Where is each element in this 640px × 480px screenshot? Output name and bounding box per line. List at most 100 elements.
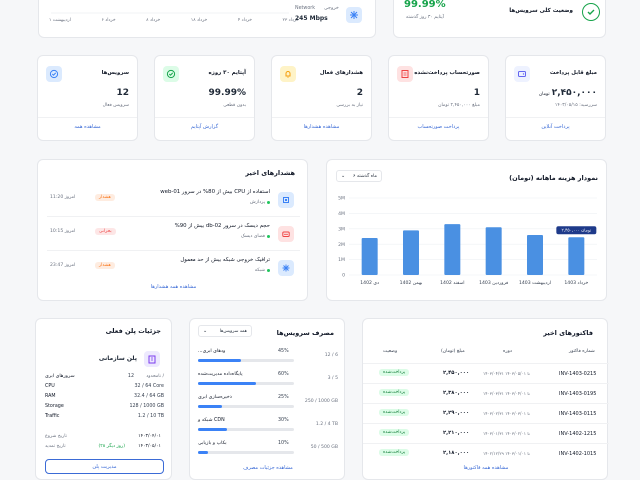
divider xyxy=(47,216,300,217)
stat-link[interactable]: پرداخت آنلاین xyxy=(541,124,570,130)
plan-spec-value: 1.2 / 10 TB xyxy=(137,414,164,419)
alert-item[interactable]: حجم دیسک در سرور db-02 بیش از 90% فضای دی… xyxy=(47,220,300,248)
expense-chart-card: نمودار هزینه ماهانه (تومان) ⌄ ۶ ماه گذشت… xyxy=(326,159,607,301)
expense-bar[interactable] xyxy=(527,234,543,275)
expense-bar[interactable] xyxy=(568,237,585,275)
stat-link[interactable]: مشاهده همه xyxy=(74,124,101,130)
invoice-row[interactable]: INV-1402-1215 ۱۴۰۳/۰۱/۳۱ تا ۱۴۰۳/۰۲/۰۱ ۲,۲… xyxy=(363,423,609,441)
grid-icon xyxy=(46,66,62,82)
usage-filter-label: همه سرویس‌ها xyxy=(219,328,247,334)
usage-progress-track xyxy=(198,428,294,431)
view-usage-details-link[interactable]: مشاهده جزئیات مصرف xyxy=(243,465,293,471)
view-all-invoices-link[interactable]: مشاهده همه فاکتورها xyxy=(463,465,509,471)
y-tick-label: 2M xyxy=(338,242,345,248)
alert-severity-badge: هشدار xyxy=(95,262,115,269)
x-tick-label: بهمن 1402 xyxy=(400,280,423,286)
usage-percent: 10% xyxy=(278,441,289,446)
traffic-chart-card: ۲۳ خرداد ۴ خرداد ۱۸ خرداد ۸ خرداد ۶ خرداد ۱ ا… xyxy=(38,0,376,38)
expense-period-dropdown[interactable]: ⌄ ۶ ماه گذشته xyxy=(336,170,382,182)
invoice-status-badge: پرداخت‌شده xyxy=(379,429,410,436)
x-tick-label: دی 1402 xyxy=(360,280,379,286)
stat-link[interactable]: مشاهده هشدارها xyxy=(303,124,340,130)
stat-sub: سررسید: ۱۴۰۳/۰۵/۱۵ xyxy=(554,103,597,108)
usage-service-name: شبکه و CDN xyxy=(198,418,225,423)
traffic-mini-chart xyxy=(51,12,289,14)
traffic-chart-x-axis: ۲۳ خرداد ۴ خرداد ۱۸ خرداد ۸ خرداد ۶ خرداد ۱ ا… xyxy=(49,18,299,23)
usage-filter-dropdown[interactable]: ⌄ همه سرویس‌ها xyxy=(198,325,252,337)
plan-spec-row: CPU 32 / 64 Core xyxy=(45,384,164,393)
usage-item: ...ودهای ابری 45% 12 / 6 xyxy=(190,347,346,367)
invoice-amount: ۲,۳۸۰,۰۰۰ xyxy=(443,390,470,396)
plan-start-value: ۱۴۰۳/۰۴/۰۱ xyxy=(138,434,161,439)
invoice-amount: ۲,۱۸۰,۰۰۰ xyxy=(443,450,470,456)
expense-bar[interactable] xyxy=(444,224,461,275)
stat-card: سرویس‌ها 12 سرویس فعال مشاهده همه xyxy=(37,55,138,141)
invoice-id: INV-1403-0215 xyxy=(559,371,597,377)
alert-item[interactable]: ترافیک خروجی شبکه بیش از حد معمول شبکه هشد… xyxy=(47,254,300,282)
alerts-card: هشدارهای اخیر استفاده از CPU بیش از 80% … xyxy=(37,159,308,301)
network-label: Network xyxy=(295,6,316,11)
usage-percent: 45% xyxy=(278,349,289,354)
invoice-id: INV-1402-1215 xyxy=(559,431,597,437)
usage-value: 12 / 6 xyxy=(324,353,338,358)
stat-sub: نیاز به بررسی xyxy=(336,103,363,108)
invoice-status-badge: پرداخت‌شده xyxy=(379,409,410,416)
alert-item[interactable]: استفاده از CPU بیش از 80% در سرور web-01… xyxy=(47,186,300,214)
expense-bar[interactable] xyxy=(403,230,419,275)
usage-progress-fill xyxy=(198,382,256,385)
plan-spec-value: 32 / 64 Core xyxy=(134,384,164,389)
plan-renew-label: تاریخ تمدید xyxy=(45,444,66,449)
stat-card: هشدارهای فعال 2 نیاز به بررسی مشاهده هشداره… xyxy=(271,55,372,141)
plan-spec-row: Traffic 1.2 / 10 TB xyxy=(45,414,164,423)
invoice-period: ۱۴۰۳/۰۲/۳۱ تا ۱۴۰۳/۰۳/۰۱ xyxy=(483,411,530,416)
usage-progress-fill xyxy=(198,451,208,454)
stat-value: 2 xyxy=(357,88,363,98)
service-status-card: وضعیت کلی سرویس‌ها 99.99% آپتایم ۳۰ روز … xyxy=(393,0,606,38)
network-value: 245 Mbps xyxy=(295,15,328,22)
invoice-period: ۱۴۰۳/۰۳/۳۱ تا ۱۴۰۳/۰۴/۰۱ xyxy=(483,391,530,396)
bell-icon xyxy=(280,66,296,82)
stat-value-number: ۲,۴۵۰,۰۰۰ xyxy=(551,88,597,98)
invoice-status-badge: پرداخت‌شده xyxy=(379,369,410,376)
stat-card: آپتایم ۳۰ روزه 99.99% بدون قطعی گزارش آپتای… xyxy=(154,55,255,141)
stat-title: آپتایم ۳۰ روزه xyxy=(208,70,246,76)
usage-value: 1.2 / 4 TB xyxy=(315,422,338,427)
invoice-amount: ۲,۲۱۰,۰۰۰ xyxy=(443,430,470,436)
bar-tooltip-text: ۲,۴۵۰,۰۰۰ تومان xyxy=(561,228,592,233)
invoice-status-badge: پرداخت‌شده xyxy=(379,449,410,456)
invoice-row[interactable]: INV-1403-0195 ۱۴۰۳/۰۳/۳۱ تا ۱۴۰۳/۰۴/۰۱ ۲,۳… xyxy=(363,383,609,401)
plan-spec-value: 32.4 / 64 GB xyxy=(134,394,164,399)
invoice-row[interactable]: INV-1403-0115 ۱۴۰۳/۰۲/۳۱ تا ۱۴۰۳/۰۳/۰۱ ۲,۲… xyxy=(363,403,609,421)
view-all-alerts-link[interactable]: مشاهده همه هشدارها xyxy=(150,284,197,290)
invoice-row[interactable]: INV-1403-0215 ۱۴۰۳/۰۴/۳۱ تا ۱۴۰۳/۰۵/۰۱ ۲,۴… xyxy=(363,363,609,381)
check-circle-icon xyxy=(582,3,600,21)
usage-value: 250 / 1000 GB xyxy=(304,399,338,404)
usage-progress-fill xyxy=(198,428,227,431)
plan-start-label: تاریخ شروع xyxy=(45,434,67,439)
service-status-sub: آپتایم ۳۰ روز گذشته xyxy=(406,15,444,20)
usage-progress-track xyxy=(198,359,294,362)
usage-service-name: ذخیره‌سازی ابری xyxy=(198,395,232,400)
alert-time: امروز 11:20 xyxy=(50,195,76,200)
expense-bar[interactable] xyxy=(485,227,502,275)
usage-service-name: بکاپ و بازیابی xyxy=(198,441,227,446)
alert-category-label: پردازش xyxy=(250,200,265,205)
network-icon xyxy=(278,260,294,276)
stat-value: 1 xyxy=(474,88,480,98)
plan-spec-row: Storage 128 / 1000 GB xyxy=(45,404,164,413)
stat-sub: سرویس فعال xyxy=(102,103,129,108)
plan-spec-row: سرورهای ابری 12 نامحدود / xyxy=(45,374,164,383)
invoice-period: ۱۴۰۳/۰۱/۳۱ تا ۱۴۰۳/۰۲/۰۱ xyxy=(483,431,530,436)
stat-link[interactable]: پرداخت صورتحساب xyxy=(417,124,460,130)
invoice-amount: ۲,۲۹۰,۰۰۰ xyxy=(443,410,470,416)
plan-renew-note: (۲۸ روز دیگر) xyxy=(98,444,126,449)
invoice-row[interactable]: INV-1402-1015 ۱۴۰۲/۱۲/۲۹ تا ۱۴۰۳/۰۱/۰۱ ۲,۱… xyxy=(363,443,609,461)
stat-card: صورتحساب پرداخت‌نشده 1 مبلغ ۲,۴۵۰,۰۰۰ توما… xyxy=(388,55,489,141)
manage-plan-button[interactable]: مدیریت پلن xyxy=(45,459,164,474)
stat-value-number: 2 xyxy=(356,88,363,98)
stat-title: صورتحساب پرداخت‌نشده xyxy=(414,70,480,76)
stat-value-number: 12 xyxy=(116,88,129,98)
stat-link[interactable]: گزارش آپتایم xyxy=(190,124,219,130)
usage-progress-track xyxy=(198,451,294,454)
expense-bar[interactable] xyxy=(361,238,378,275)
